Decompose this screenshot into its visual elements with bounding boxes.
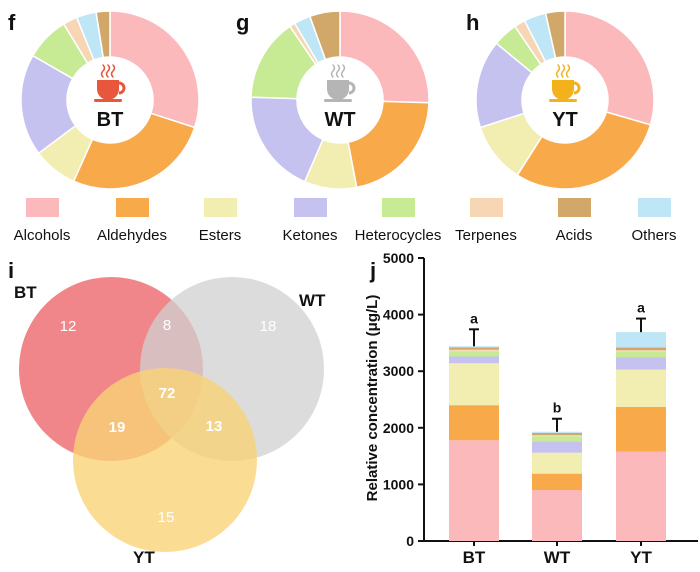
legend-label-others: Others [631,227,676,244]
donut-center-label: YT [552,109,578,131]
donut-slice-aldehydes [72,112,196,190]
donut-slice-alcohols [339,10,430,104]
bar-segment-heterocycles [449,351,499,357]
bar-segment-acids [449,347,499,350]
legend-swatch-alcohols [26,198,59,217]
bar-segment-heterocycles [616,351,666,358]
significance-letter: a [470,310,478,326]
donut-slice-alcohols [564,10,655,126]
donut-slice-acids [544,10,566,59]
venn-label-wt: WT [299,291,326,310]
venn-region-bt-yt: 19 [109,419,126,436]
bar-segment-terpenes [532,435,582,437]
y-axis-label: Relative concentration (μg/L) [364,295,381,502]
bar-segment-alcohols [616,451,666,541]
venn-circle-yt [73,368,257,552]
venn-label-bt: BT [14,283,37,302]
bar-segment-esters [532,452,582,474]
venn-region-bt-only: 12 [60,318,77,335]
legend-label-alcohols: Alcohols [14,227,71,244]
donut-slice-alcohols [109,10,200,129]
donut-chart-wt: WT [250,10,430,190]
panel-label-g: g [236,10,249,35]
donut-slice-acids [95,10,111,59]
legend-swatch-esters [204,198,237,217]
bar-segment-ketones [616,357,666,370]
panel-label-i: i [8,258,14,283]
legend-label-heterocycles: Heterocycles [355,227,442,244]
venn-label-yt: YT [133,548,155,567]
bar-segment-esters [449,363,499,406]
venn-region-wt-only: 18 [260,318,277,335]
y-tick-label: 3000 [383,363,414,379]
y-tick-label: 2000 [383,420,414,436]
significance-letter: b [553,400,562,416]
bar-segment-terpenes [449,349,499,352]
bar-segment-alcohols [449,440,499,541]
venn-region-wt-yt: 13 [206,418,223,435]
legend-label-ketones: Ketones [282,227,337,244]
tea-cup-icon [549,64,581,102]
legend-swatch-others [638,198,671,217]
venn-region-bt-wt: 8 [163,317,171,334]
bar-segment-acids [616,347,666,351]
bar-segment-heterocycles [532,436,582,442]
donut-slice-aldehydes [347,100,430,189]
y-tick-label: 5000 [383,250,414,266]
significance-letter: a [637,300,645,316]
bar-segment-others [532,431,582,433]
tea-cup-icon [94,64,126,102]
legend-swatch-terpenes [470,198,503,217]
bar-segment-aldehydes [616,406,666,452]
legend-swatch-heterocycles [382,198,415,217]
donut-chart-bt: BT [20,10,200,190]
bar-segment-others [616,332,666,348]
legend-label-acids: Acids [556,227,593,244]
donut-center-label: BT [97,109,124,131]
panel-label-j: j [369,258,376,283]
bar-segment-terpenes [616,350,666,352]
legend-swatch-ketones [294,198,327,217]
stacked-bar-chart: Relative concentration (μg/L) 0 1000 2000 3… [364,250,698,567]
donut-slice-aldehydes [516,111,652,190]
y-tick-label: 1000 [383,476,414,492]
bar-segment-ketones [449,356,499,364]
bar-segment-esters [616,369,666,407]
legend-swatch-aldehydes [116,198,149,217]
y-tick-label: 4000 [383,307,414,323]
donut-chart-yt: YT [475,10,655,190]
bar-segment-ketones [532,441,582,453]
legend-label-esters: Esters [199,227,242,244]
legend-label-aldehydes: Aldehydes [97,227,167,244]
legend: Alcohols Aldehydes Esters Ketones Heterocycl… [14,198,677,244]
panel-label-h: h [466,10,479,35]
bar-segment-alcohols [532,490,582,541]
bar-segment-others [449,346,499,348]
donut-slice-acids [308,10,341,61]
y-tick-label: 0 [406,533,414,549]
panel-label-f: f [8,10,16,35]
venn-region-all: 72 [159,385,176,402]
venn-diagram: BT WT YT 12 18 15 8 19 13 72 [14,277,326,567]
bar-segment-aldehydes [532,473,582,491]
bar-segment-acids [532,432,582,436]
legend-label-terpenes: Terpenes [455,227,517,244]
donut-center-label: WT [324,109,355,131]
tea-cup-icon [324,64,356,102]
bar-segment-aldehydes [449,405,499,441]
venn-region-yt-only: 15 [158,509,175,526]
x-tick-label: YT [630,548,652,567]
x-tick-label: BT [463,548,486,567]
x-tick-label: WT [544,548,571,567]
legend-swatch-acids [558,198,591,217]
